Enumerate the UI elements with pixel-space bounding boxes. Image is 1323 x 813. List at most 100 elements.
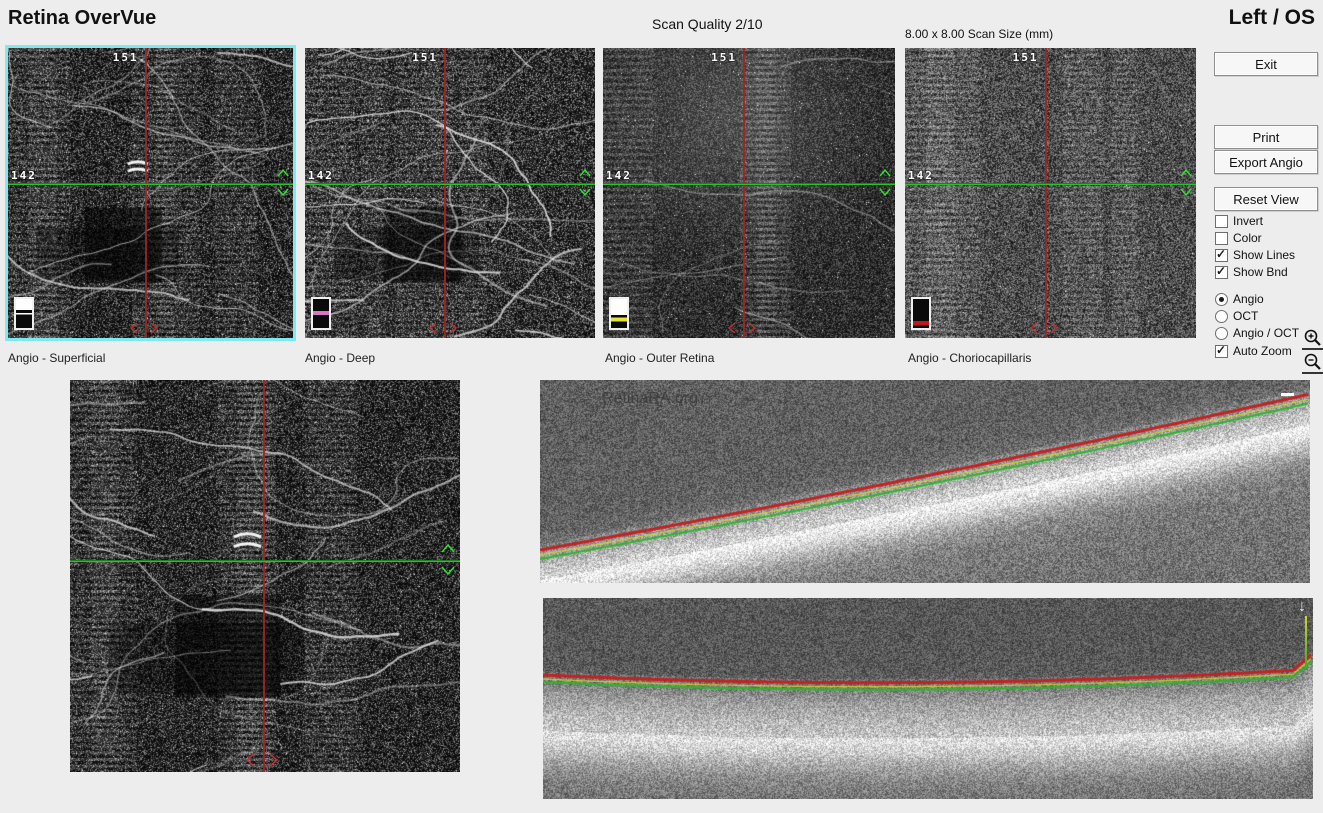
checkbox-show-lines[interactable]: Show Lines	[1215, 247, 1296, 262]
zoom-in-button[interactable]	[1302, 328, 1323, 350]
angio-panel-choriocapillaris[interactable]: 151 142	[905, 48, 1196, 338]
show-lines-label: Show Lines	[1233, 248, 1296, 262]
line-up-arrow-icon[interactable]	[879, 168, 891, 177]
horizontal-index-label: 142	[606, 169, 632, 182]
vertical-index-label: 151	[1012, 51, 1039, 64]
export-angio-button[interactable]: Export Angio	[1214, 150, 1318, 174]
radio-angio[interactable]: Angio	[1215, 292, 1264, 306]
crosshair-vertical-line	[1044, 48, 1047, 338]
show-lines-checkbox[interactable]	[1215, 247, 1228, 262]
angio-deep-image[interactable]	[305, 48, 595, 338]
line-left-arrow-icon[interactable]	[245, 753, 255, 767]
watermark-text: RetinaRA.org	[602, 390, 699, 407]
angio-superficial-image[interactable]	[8, 48, 293, 338]
auto-zoom-checkbox[interactable]	[1215, 343, 1228, 358]
crosshair-vertical-line	[444, 48, 447, 338]
vertical-index-label: 151	[112, 51, 139, 64]
app-title: Retina OverVue	[8, 7, 157, 29]
crosshair-vertical-line	[263, 380, 266, 772]
oct-bscan-horizontal[interactable]: ↓	[543, 598, 1313, 799]
angio-panel-superficial[interactable]: 151 142	[5, 45, 296, 341]
scan-quality-label: Scan Quality 2/10	[652, 16, 763, 32]
angio-outer-retina-image[interactable]	[603, 48, 895, 338]
line-down-arrow-icon[interactable]	[441, 566, 455, 576]
radio-oct[interactable]: OCT	[1215, 309, 1258, 323]
oct-bscan-vertical[interactable]: RetinaRA.org	[540, 380, 1310, 583]
angio-panel-deep[interactable]: 151 142	[305, 48, 595, 338]
oct-bscan-horizontal-image[interactable]	[543, 598, 1313, 799]
angio-radio-label: Angio	[1233, 292, 1264, 306]
panel-label-choriocapillaris: Angio - Choriocapillaris	[908, 351, 1032, 365]
radio-angio-oct[interactable]: Angio / OCT	[1215, 326, 1299, 340]
line-up-arrow-icon[interactable]	[579, 168, 591, 177]
auto-zoom-label: Auto Zoom	[1233, 344, 1292, 358]
invert-checkbox[interactable]	[1215, 214, 1228, 228]
line-down-arrow-icon[interactable]	[277, 188, 289, 197]
zoom-out-button[interactable]	[1302, 352, 1323, 374]
layer-boundaries-icon-superficial	[14, 297, 34, 330]
print-button[interactable]: Print	[1214, 125, 1318, 149]
angio-panel-outer-retina[interactable]: 151 142	[603, 48, 895, 338]
crosshair-horizontal-line	[305, 183, 595, 185]
crosshair-vertical-line	[144, 48, 147, 338]
down-arrow-icon: ↓	[1298, 598, 1306, 615]
color-label: Color	[1233, 231, 1262, 245]
line-up-arrow-icon[interactable]	[277, 168, 289, 177]
horizontal-index-label: 142	[11, 169, 37, 182]
crosshair-horizontal-line	[70, 560, 460, 562]
vertical-index-label: 151	[412, 51, 439, 64]
scan-size-label: 8.00 x 8.00 Scan Size (mm)	[905, 27, 1054, 41]
checkbox-invert[interactable]: Invert	[1215, 214, 1263, 228]
exit-button[interactable]: Exit	[1214, 52, 1318, 76]
angio-choriocapillaris-image[interactable]	[905, 48, 1196, 338]
panel-label-deep: Angio - Deep	[305, 351, 376, 365]
eye-side-label: Left / OS	[1228, 6, 1315, 29]
invert-label: Invert	[1233, 214, 1264, 228]
line-left-arrow-icon[interactable]	[1029, 322, 1038, 334]
line-right-arrow-icon[interactable]	[748, 322, 757, 334]
vertical-index-label: 151	[711, 51, 738, 64]
color-checkbox[interactable]	[1215, 231, 1228, 245]
zoom-in-icon	[1304, 329, 1321, 346]
layer-boundaries-icon-choriocapillaris	[911, 297, 931, 330]
line-down-arrow-icon[interactable]	[879, 188, 891, 197]
oct-bscan-vertical-image[interactable]	[540, 380, 1310, 583]
angio-oct-radio-label: Angio / OCT	[1233, 326, 1300, 340]
horizontal-index-label: 142	[908, 169, 934, 182]
layer-boundaries-icon-outer-retina	[609, 297, 629, 330]
line-right-arrow-icon[interactable]	[1050, 322, 1058, 334]
line-up-arrow-icon[interactable]	[441, 543, 455, 553]
show-bnd-label: Show Bnd	[1233, 265, 1288, 279]
checkbox-auto-zoom[interactable]: Auto Zoom	[1215, 343, 1292, 358]
checkbox-color[interactable]: Color	[1215, 231, 1262, 245]
line-left-arrow-icon[interactable]	[728, 322, 736, 334]
line-down-arrow-icon[interactable]	[1180, 188, 1192, 197]
show-bnd-checkbox[interactable]	[1215, 264, 1228, 279]
line-right-arrow-icon[interactable]	[449, 322, 458, 334]
angio-radio[interactable]	[1215, 292, 1228, 306]
layer-boundaries-icon-deep	[311, 297, 331, 330]
reset-view-button[interactable]: Reset View	[1214, 187, 1318, 211]
line-right-arrow-icon[interactable]	[150, 322, 158, 334]
edge-marker-line	[1305, 616, 1307, 670]
oct-radio[interactable]	[1215, 309, 1228, 323]
line-up-arrow-icon[interactable]	[1180, 168, 1192, 177]
angio-large-view[interactable]	[70, 380, 460, 772]
marker-dash-icon	[1281, 393, 1294, 396]
line-right-arrow-icon[interactable]	[269, 753, 279, 767]
angio-oct-radio[interactable]	[1215, 326, 1228, 340]
zoom-out-icon	[1304, 353, 1321, 370]
crosshair-horizontal-line	[905, 183, 1196, 185]
crosshair-vertical-line	[743, 48, 746, 338]
panel-label-superficial: Angio - Superficial	[8, 351, 106, 365]
checkbox-show-bnd[interactable]: Show Bnd	[1215, 264, 1288, 279]
crosshair-horizontal-line	[603, 183, 895, 185]
line-down-arrow-icon[interactable]	[579, 188, 591, 197]
panel-label-outer-retina: Angio - Outer Retina	[605, 351, 715, 365]
line-left-arrow-icon[interactable]	[129, 322, 138, 334]
oct-radio-label: OCT	[1233, 309, 1259, 323]
horizontal-index-label: 142	[308, 169, 334, 182]
line-left-arrow-icon[interactable]	[429, 322, 437, 334]
crosshair-horizontal-line	[8, 183, 293, 185]
